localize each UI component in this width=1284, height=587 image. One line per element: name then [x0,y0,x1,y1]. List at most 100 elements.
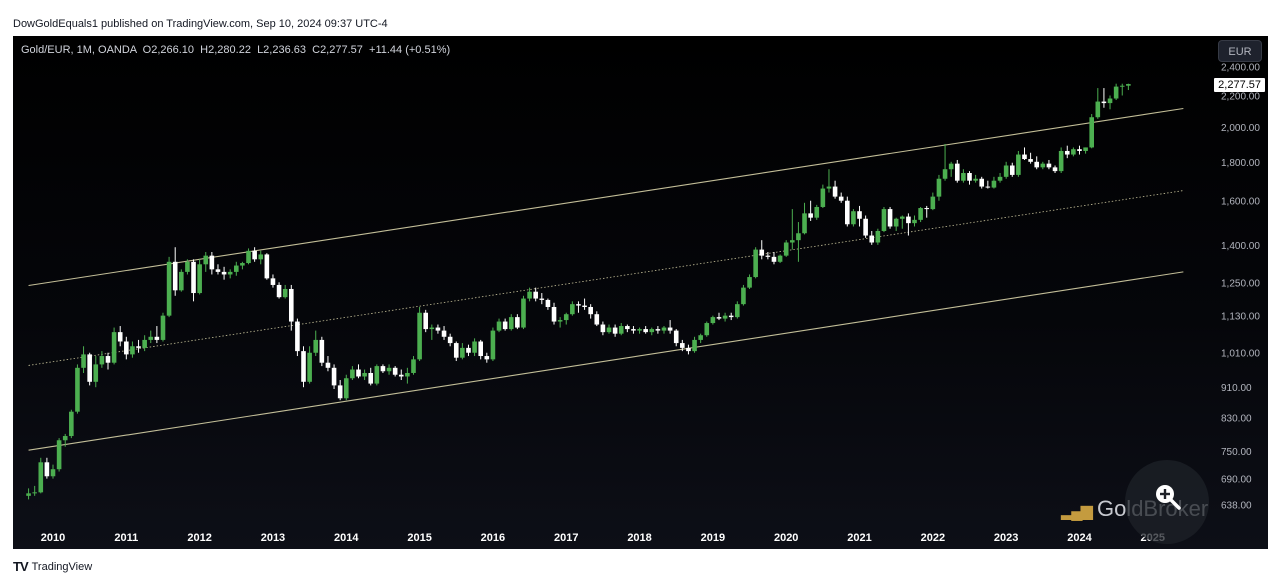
candle-body [62,436,68,441]
candle [1003,161,1009,179]
candle-body [154,336,160,340]
open-value: O2,266.10 [142,44,195,56]
candle-body [954,163,960,181]
candle-body [411,359,416,373]
candle [600,321,606,336]
time-tick-label: 2020 [774,532,798,544]
candle-body [1046,163,1052,168]
candle-body [820,188,826,207]
candle-body [924,208,930,210]
candle-body [472,341,477,353]
currency-button[interactable]: EUR [1218,40,1262,62]
candle [185,259,190,275]
candle [478,339,483,360]
candle [765,252,771,260]
candle [710,315,716,325]
price-tick-label: 830.00 [1221,414,1252,425]
candle-body [594,314,600,325]
ohlc-legend: Gold/EUR, 1M, OANDA O2,266.10 H2,280.22 … [21,44,450,56]
candle [820,184,826,209]
chart-panel[interactable]: 2,400.00 2,200.00 2,000.00 1,800.00 1,600.00… [13,36,1268,549]
candle-body [466,347,471,353]
candle-body [508,317,514,330]
tradingview-footer: TV TradingView [13,559,92,574]
candle [337,380,343,401]
candle [893,217,899,231]
candle-body [331,367,337,386]
time-tick-label: 2018 [627,532,651,544]
candle [649,327,655,336]
candle-body [851,211,856,225]
candle-body [1071,149,1076,155]
candle-body [350,369,355,379]
candle [539,293,545,305]
candle [1071,147,1076,157]
candle-body [704,323,710,336]
candle [643,326,648,334]
candle-body [741,287,746,305]
candle [783,240,789,257]
candle [343,374,349,401]
price-chart[interactable]: 2,400.00 2,200.00 2,000.00 1,800.00 1,600.00… [13,36,1268,549]
candle [667,320,673,334]
candle [429,324,435,340]
candle-body [136,346,141,348]
candle [99,351,105,368]
candle-body [221,271,227,275]
candle-body [209,255,215,270]
candle-body [496,321,502,331]
candle-body [453,343,459,358]
candle [270,274,276,288]
candle [942,143,948,181]
candle-body [753,249,758,278]
candle [411,356,416,375]
candle-body [460,347,465,358]
goldbroker-logo-icon: ▂▄▆ [1061,503,1093,520]
candle-body [81,354,86,368]
candle [130,341,135,358]
candle-body [808,213,813,218]
price-tick-label: 1,250.00 [1221,278,1260,289]
candle [69,409,74,439]
candle [392,366,398,377]
candle-body [38,462,44,493]
candle-body [881,209,887,231]
candle [796,222,801,262]
candle-body [1052,167,1058,172]
candle-body [722,315,728,319]
candle [441,326,447,340]
candle-body [790,240,795,243]
candle [460,343,465,360]
candle [1028,152,1033,164]
candle [930,192,936,211]
zoom-button[interactable] [1125,460,1209,544]
candle [398,369,404,381]
candle-body [1034,161,1040,168]
candle [716,312,722,321]
candle-body [893,218,899,227]
candle [331,364,337,390]
candle-body [69,411,74,437]
candle [545,298,551,310]
price-axis: 2,400.00 2,200.00 2,000.00 1,800.00 1,600.00… [1221,63,1260,512]
candle [246,248,251,265]
low-value: L2,236.63 [257,44,306,56]
candle [570,301,575,316]
candle-body [240,263,245,266]
close-value: C2,277.57 [312,44,363,56]
candle-body [588,306,593,315]
candle [979,176,985,189]
time-tick-label: 2019 [701,532,725,544]
candle [50,464,56,479]
candle-body [1119,85,1125,87]
candle [508,314,514,331]
candle-body [1022,154,1027,160]
candle-body [961,173,966,181]
candle-body [50,469,56,477]
candle [588,304,593,319]
candle-body [386,367,392,372]
candle-body [606,327,612,333]
lower-channel-line [28,271,1184,451]
candle [857,205,862,227]
candle-body [124,341,129,355]
